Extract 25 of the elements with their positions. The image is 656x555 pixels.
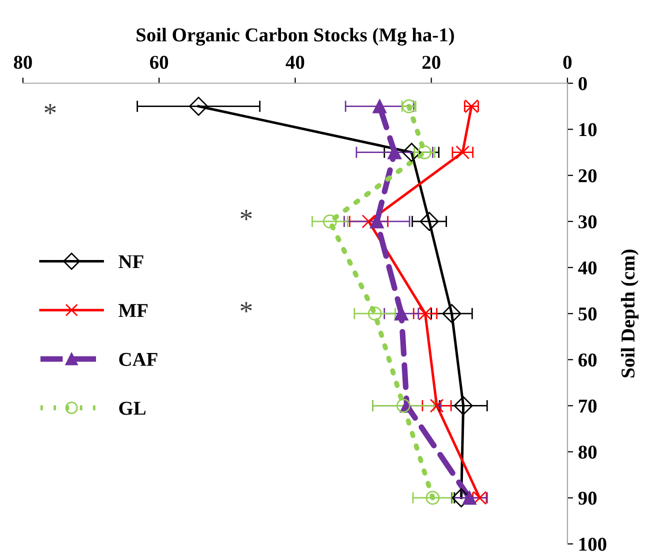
annotation: * xyxy=(240,210,252,220)
y-tick-label: 90 xyxy=(578,492,597,505)
x-tick-label: 60 xyxy=(150,56,168,69)
y-axis-title: Soil Depth (cm) xyxy=(620,250,639,378)
x-axis-title: Soil Organic Carbon Stocks (Mg ha-1) xyxy=(136,28,454,46)
legend-label: CAF xyxy=(119,352,158,366)
x-tick-label: 20 xyxy=(422,56,440,69)
x-tick-label: 0 xyxy=(563,56,572,69)
annotation: * xyxy=(44,104,56,114)
y-tick-label: 80 xyxy=(578,446,597,459)
y-tick-label: 60 xyxy=(578,353,597,367)
annotation: * xyxy=(240,302,252,312)
y-tick-label: 0 xyxy=(578,77,587,90)
x-tick-label: 40 xyxy=(286,56,304,69)
y-tick-label: 50 xyxy=(578,307,597,321)
legend-label: MF xyxy=(118,304,148,317)
y-tick-label: 70 xyxy=(578,400,597,413)
y-tick-label: 100 xyxy=(579,538,606,551)
x-tick-label: 80 xyxy=(14,56,32,69)
legend-label: GL xyxy=(119,402,146,415)
y-tick-label: 10 xyxy=(579,123,597,136)
y-tick-label: 20 xyxy=(578,169,597,182)
y-tick-label: 40 xyxy=(578,261,597,274)
y-tick-label: 30 xyxy=(578,215,597,228)
legend-label: NF xyxy=(118,255,144,268)
